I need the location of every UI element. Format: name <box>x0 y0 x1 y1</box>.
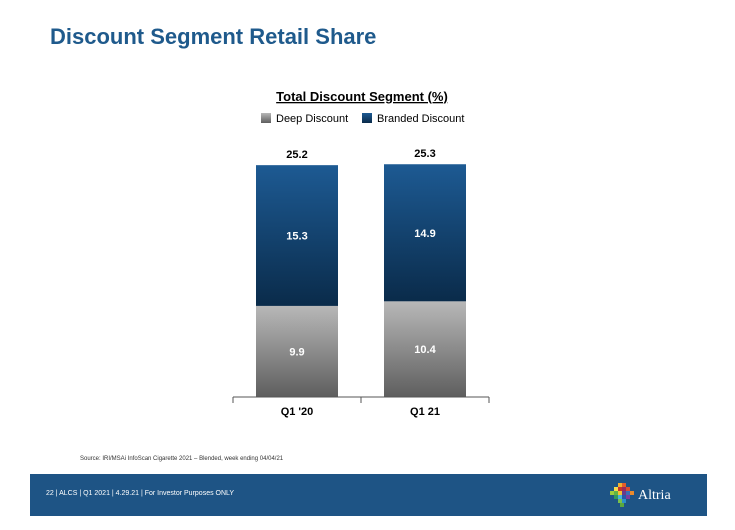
altria-logo-mark-icon <box>610 483 634 507</box>
legend-label: Branded Discount <box>377 113 464 125</box>
data-label: 15.3 <box>286 231 307 243</box>
x-tick-label: Q1 21 <box>410 406 440 418</box>
altria-logo-text: Altria <box>638 488 671 503</box>
x-tick-label: Q1 '20 <box>281 406 314 418</box>
altria-logo: Altria <box>610 483 710 509</box>
legend-label: Deep Discount <box>276 113 348 125</box>
source-note: Source: IRI/MSAi InfoScan Cigarette 2021… <box>80 456 284 462</box>
chart-title: Total Discount Segment (%) <box>276 89 448 104</box>
total-label: 25.2 <box>286 149 307 161</box>
x-axis-labels: Q1 '20 Q1 21 <box>281 406 440 418</box>
bars-group: 9.9 15.3 25.2 10.4 14.9 25.3 <box>256 148 466 397</box>
bar-segment <box>384 164 466 302</box>
stacked-bar-chart: Total Discount Segment (%) Deep Discount… <box>232 89 490 418</box>
data-label: 10.4 <box>414 344 436 356</box>
legend-swatch <box>362 113 372 123</box>
bar-segment <box>384 301 466 397</box>
page-title: Discount Segment Retail Share <box>50 24 377 49</box>
footer-text: 22 | ALCS | Q1 2021 | 4.29.21 | For Inve… <box>46 490 235 497</box>
bar-segment <box>256 165 338 306</box>
data-label: 9.9 <box>289 346 304 358</box>
total-label: 25.3 <box>414 148 435 160</box>
footer-bar: 22 | ALCS | Q1 2021 | 4.29.21 | For Inve… <box>30 474 707 516</box>
bar-segment <box>256 305 338 397</box>
legend-swatch <box>261 113 271 123</box>
chart-legend: Deep Discount Branded Discount <box>261 113 464 125</box>
data-label: 14.9 <box>414 228 435 240</box>
